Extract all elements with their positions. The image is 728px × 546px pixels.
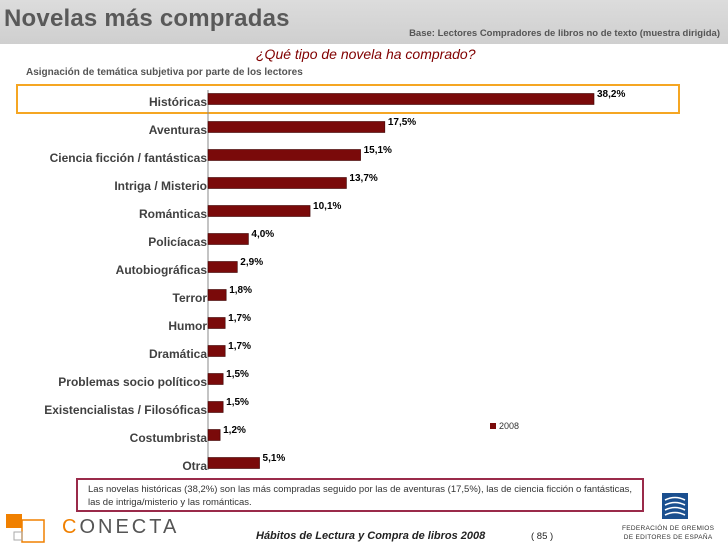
conecta-logo-text: CONECTA bbox=[62, 516, 180, 538]
chart-question: ¿Qué tipo de novela ha comprado? bbox=[256, 46, 476, 62]
chart-subtitle: Asignación de temática subjetiva por par… bbox=[26, 67, 303, 78]
bar-5 bbox=[207, 233, 249, 245]
value-label: 17,5% bbox=[388, 117, 416, 128]
value-label: 1,8% bbox=[229, 285, 252, 296]
bar-3 bbox=[207, 177, 347, 189]
page-number: ( 85 ) bbox=[531, 531, 554, 542]
bar-10 bbox=[207, 373, 224, 385]
report-title: Hábitos de Lectura y Compra de libros 20… bbox=[256, 530, 486, 542]
bar-2 bbox=[207, 149, 361, 161]
category-label: Humor bbox=[168, 319, 207, 333]
bar-6 bbox=[207, 261, 238, 273]
highlight-box bbox=[16, 84, 680, 114]
category-label: Ciencia ficción / fantásticas bbox=[50, 151, 208, 165]
bar-0 bbox=[207, 93, 595, 105]
category-label: Aventuras bbox=[149, 123, 208, 137]
bar-8 bbox=[207, 317, 226, 329]
conecta-logo-icon bbox=[6, 514, 45, 543]
category-label: Costumbrista bbox=[130, 431, 208, 445]
value-label: 1,7% bbox=[228, 341, 251, 352]
category-label: Románticas bbox=[139, 207, 207, 221]
category-label: Dramática bbox=[149, 347, 207, 361]
value-label: 38,2% bbox=[597, 89, 625, 100]
bar-11 bbox=[207, 401, 224, 413]
value-label: 1,5% bbox=[226, 369, 249, 380]
summary-note: Las novelas históricas (38,2%) son las m… bbox=[76, 478, 644, 512]
federation-logo-icon bbox=[662, 493, 688, 519]
value-label: 13,7% bbox=[349, 173, 377, 184]
category-label: Problemas socio políticos bbox=[58, 375, 207, 389]
value-label: 4,0% bbox=[251, 229, 274, 240]
federation-logo-text: FEDERACIÓN DE GREMIOS DE EDITORES DE ESP… bbox=[622, 525, 715, 541]
header-bar: Novelas más compradas Base: Lectores Com… bbox=[0, 0, 728, 44]
value-label: 5,1% bbox=[263, 453, 286, 464]
value-label: 15,1% bbox=[364, 145, 392, 156]
bar-9 bbox=[207, 345, 226, 357]
category-label: Históricas bbox=[149, 95, 207, 109]
value-label: 1,7% bbox=[228, 313, 251, 324]
bar-12 bbox=[207, 429, 221, 441]
base-note: Base: Lectores Compradores de libros no … bbox=[409, 28, 720, 39]
legend-swatch bbox=[490, 423, 496, 429]
category-label: Autobiográficas bbox=[116, 263, 208, 277]
category-label: Policíacas bbox=[148, 235, 207, 249]
bar-1 bbox=[207, 121, 386, 133]
category-label: Terror bbox=[173, 291, 208, 305]
value-label: 1,5% bbox=[226, 397, 249, 408]
bar-4 bbox=[207, 205, 311, 217]
page-title: Novelas más compradas bbox=[4, 5, 290, 32]
bar-7 bbox=[207, 289, 227, 301]
value-label: 1,2% bbox=[223, 425, 246, 436]
category-label: Otra bbox=[182, 459, 207, 473]
category-label: Existencialistas / Filosóficas bbox=[44, 403, 207, 417]
value-label: 10,1% bbox=[313, 201, 341, 212]
value-label: 2,9% bbox=[240, 257, 263, 268]
legend-label: 2008 bbox=[499, 421, 520, 431]
category-label: Intriga / Misterio bbox=[114, 179, 207, 193]
chart-legend: 2008 bbox=[490, 421, 519, 431]
bar-13 bbox=[207, 457, 260, 469]
